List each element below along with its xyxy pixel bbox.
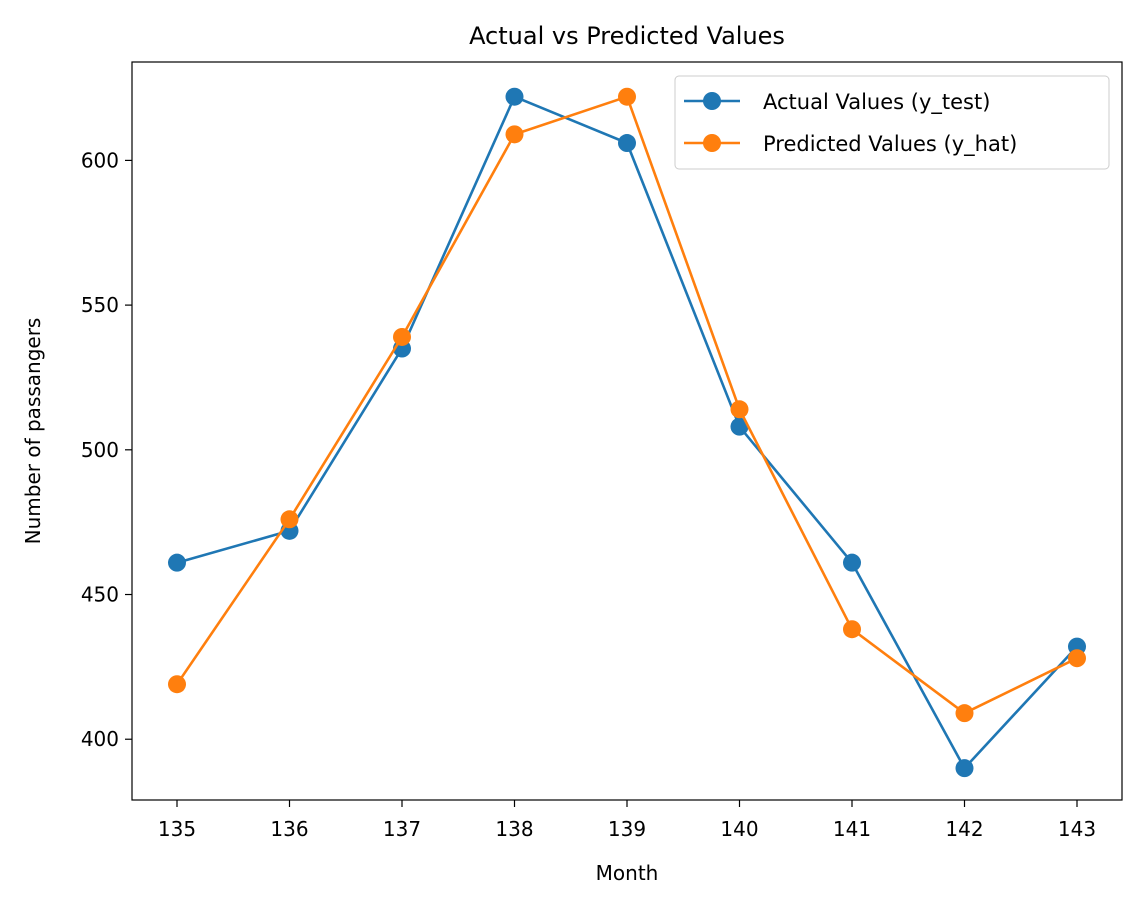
x-axis: 135 136 137 138 139 140 141 142 143 [158,800,1096,841]
y-axis-label: Number of passangers [21,318,45,545]
x-tick-label: 141 [833,817,871,841]
y-axis: 400 450 500 550 600 [81,148,132,751]
legend-entry-predicted: Predicted Values (y_hat) [684,132,1017,157]
legend-marker-predicted [703,134,721,152]
legend: Actual Values (y_test) Predicted Values … [674,75,1110,170]
data-point [843,553,861,572]
x-tick-label: 136 [270,817,308,841]
y-tick-label: 550 [81,293,119,317]
series-predicted [168,87,1086,723]
y-tick-label: 450 [81,583,119,607]
data-point [393,327,411,346]
x-tick-label: 140 [720,817,758,841]
legend-label-actual: Actual Values (y_test) [763,90,990,115]
x-tick-label: 142 [945,817,983,841]
data-point [618,87,636,106]
chart-title: Actual vs Predicted Values [469,22,785,50]
data-point [168,553,186,572]
series-actual [168,87,1086,778]
data-point [168,675,186,694]
data-point [1068,649,1086,668]
x-tick-label: 139 [608,817,646,841]
x-tick-label: 143 [1058,817,1096,841]
data-point [730,417,749,436]
data-point [505,87,524,106]
data-point [505,125,524,144]
data-point [843,620,861,639]
data-point [618,134,636,153]
data-point [280,510,299,529]
legend-label-predicted: Predicted Values (y_hat) [763,132,1017,157]
data-point [730,400,749,419]
x-tick-label: 138 [495,817,533,841]
legend-entry-actual: Actual Values (y_test) [684,90,990,115]
x-tick-label: 137 [383,817,421,841]
legend-marker-actual [703,92,721,110]
series-layer [168,87,1086,778]
data-point [955,759,974,778]
x-tick-label: 135 [158,817,196,841]
y-tick-label: 600 [81,148,119,172]
y-tick-label: 400 [81,727,119,751]
legend-box [674,75,1110,170]
x-axis-label: Month [596,861,659,885]
y-tick-label: 500 [81,438,119,462]
data-point [955,704,974,723]
